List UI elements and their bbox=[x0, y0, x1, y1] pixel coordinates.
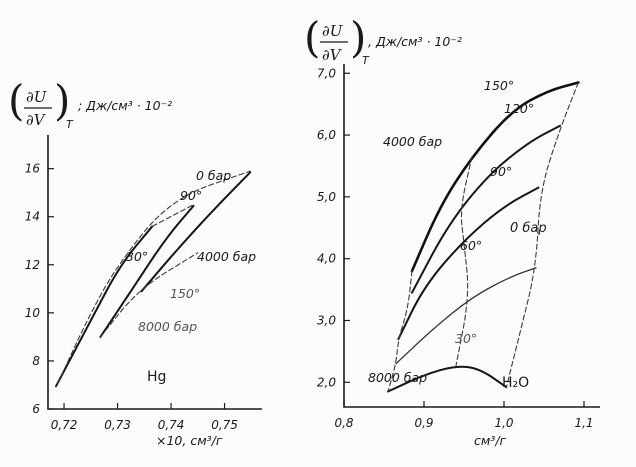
right-x-tick-label: 0,9 bbox=[414, 416, 433, 430]
left-xlabel: ×10, см³/г bbox=[156, 433, 223, 448]
right-label-0bar: 0 бар bbox=[510, 221, 547, 236]
left-label-hg: Hg bbox=[147, 369, 166, 385]
right-series-150-line bbox=[410, 81, 580, 273]
right-series-8000-line bbox=[387, 270, 413, 393]
left-x-tick-label: 0,75 bbox=[211, 418, 238, 432]
left-y-tick-label: 8 bbox=[32, 354, 40, 368]
left-label-0bar: 0 бар bbox=[196, 168, 231, 183]
right-series-0-line bbox=[505, 81, 579, 388]
right-y-tick-label: 3,0 bbox=[317, 313, 336, 327]
right-label-h2o: H₂O bbox=[502, 375, 529, 391]
right-xlabel: см³/г bbox=[474, 433, 507, 448]
right-y-tick-label: 2,0 bbox=[317, 375, 336, 389]
right-label-120: 120° bbox=[504, 101, 534, 116]
right-axes bbox=[343, 64, 600, 408]
right-series bbox=[387, 81, 580, 393]
left-ylabel-paren-close: ) bbox=[54, 76, 70, 125]
left-label-30: 30° bbox=[126, 249, 148, 264]
left-series bbox=[55, 170, 252, 388]
left-y-tick-label: 6 bbox=[32, 402, 40, 416]
left-ylabel-subscript: T bbox=[66, 118, 74, 131]
left-x-tick-label: 0,74 bbox=[158, 418, 185, 432]
left-series-4000-line bbox=[151, 204, 195, 227]
right-ylabel-paren-open: ( bbox=[304, 13, 320, 62]
left-ylabel-unit: ; Дж/см³ · 10⁻² bbox=[78, 98, 172, 113]
right-panel: ( ∂U ∂V ) T , Дж/см³ · 10⁻² 0,8 0,9 1,0 1,1… bbox=[304, 13, 600, 448]
left-y-tick-label: 14 bbox=[25, 210, 40, 224]
left-ylabel-den: ∂V bbox=[26, 111, 47, 129]
right-ylabel-num: ∂U bbox=[322, 22, 344, 40]
left-x-tick-label: 0,72 bbox=[51, 418, 78, 432]
right-series-30-line bbox=[387, 365, 508, 393]
right-y-tick-label: 5,0 bbox=[317, 190, 336, 204]
right-ylabel-unit: , Дж/см³ · 10⁻² bbox=[368, 34, 462, 49]
left-y-tick-label: 10 bbox=[25, 306, 41, 320]
left-series-0-line bbox=[57, 170, 251, 385]
left-y-tick-label: 16 bbox=[25, 162, 41, 176]
right-label-150: 150° bbox=[484, 78, 514, 93]
right-label-60: 60° bbox=[460, 238, 482, 253]
left-series-90-line bbox=[99, 204, 195, 338]
right-x-tick-label: 1,0 bbox=[494, 416, 513, 430]
left-ylabel-paren-open: ( bbox=[8, 76, 24, 125]
right-ylabel-paren-close: ) bbox=[350, 13, 366, 62]
left-ylabel-num: ∂U bbox=[26, 88, 48, 106]
left-label-90: 90° bbox=[180, 188, 202, 203]
right-series-4000-line bbox=[455, 156, 473, 367]
right-series-90-line bbox=[397, 186, 540, 340]
left-label-150: 150° bbox=[170, 286, 200, 301]
right-x-tick-label: 0,8 bbox=[334, 416, 353, 430]
left-label-4000bar: 4000 бар bbox=[197, 249, 256, 264]
right-label-90: 90° bbox=[490, 164, 512, 179]
right-series-60-line bbox=[395, 267, 537, 365]
left-x-tick-label: 0,73 bbox=[104, 418, 131, 432]
right-ylabel-den: ∂V bbox=[322, 46, 343, 64]
right-y-tick-label: 4,0 bbox=[317, 252, 336, 266]
left-series-30-line bbox=[55, 225, 154, 388]
right-ylabel-subscript: T bbox=[362, 54, 370, 67]
right-series-120-line bbox=[411, 124, 561, 294]
right-y-tick-label: 7,0 bbox=[317, 66, 336, 80]
right-y-tick-label: 6,0 bbox=[317, 128, 336, 142]
right-label-4000bar: 4000 бар bbox=[383, 134, 442, 149]
left-ticks: 0,72 0,73 0,74 0,75 6 8 10 12 14 16 bbox=[25, 162, 238, 432]
right-label-8000bar: 8000 бар bbox=[368, 370, 427, 385]
left-series-8000-line bbox=[99, 252, 199, 338]
right-ticks: 0,8 0,9 1,0 1,1 2,0 3,0 4,0 5,0 6,0 7,0 bbox=[317, 66, 594, 430]
left-y-tick-label: 12 bbox=[25, 258, 40, 272]
right-label-30: 30° bbox=[455, 331, 477, 346]
right-x-tick-label: 1,1 bbox=[574, 416, 593, 430]
left-label-8000bar: 8000 бар bbox=[138, 319, 197, 334]
left-series-150-line bbox=[140, 171, 252, 293]
left-panel: ( ∂U ∂V ) T ; Дж/см³ · 10⁻² 0,72 0,73 0,74… bbox=[8, 76, 262, 448]
